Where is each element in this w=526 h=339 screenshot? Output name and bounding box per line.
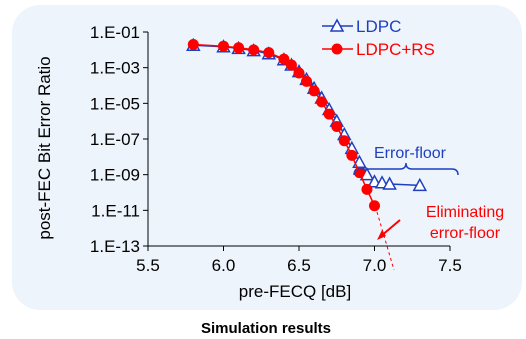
- y-tick-label: 1.E-03: [90, 59, 140, 78]
- point-ldpc-rs: [187, 38, 199, 50]
- x-tick-label: 7.0: [363, 256, 387, 275]
- point-ldpc-rs: [369, 200, 380, 212]
- point-ldpc-rs: [301, 75, 313, 87]
- point-ldpc-rs: [346, 149, 358, 161]
- error-floor-brace: [353, 162, 459, 176]
- point-ldpc-rs: [293, 67, 305, 79]
- y-tick-label: 1.E-11: [91, 201, 140, 220]
- x-tick-label: 6.5: [287, 256, 311, 275]
- legend-marker-ldpc: [329, 18, 345, 32]
- point-ldpc-rs: [218, 40, 229, 52]
- point-ldpc-rs: [323, 108, 335, 120]
- series-ldpc-rs: [187, 38, 380, 212]
- y-tick-label: 1.E-01: [90, 23, 140, 42]
- y-tick-label: 1.E-07: [90, 130, 140, 149]
- point-ldpc: [412, 177, 428, 192]
- y-axis-label: post-FEC Bit Error Ratio: [35, 56, 54, 239]
- point-ldpc-rs: [263, 47, 275, 59]
- x-tick-label: 6.0: [212, 256, 236, 275]
- error-floor-label: Error-floor: [374, 145, 447, 162]
- chart-background: [12, 5, 522, 310]
- x-tick-label: 7.5: [438, 256, 462, 275]
- point-ldpc-rs: [285, 59, 297, 71]
- legend-item-ldpc-rs: LDPC+RS: [322, 40, 435, 59]
- point-ldpc-rs: [338, 135, 350, 147]
- point-ldpc-rs: [248, 44, 260, 56]
- point-ldpc-rs: [361, 183, 373, 195]
- eliminating-label-line1: Eliminating: [426, 204, 504, 221]
- eliminating-arrow-head: [377, 230, 386, 240]
- legend-marker-ldpc-rs: [331, 43, 343, 55]
- point-ldpc-rs: [278, 53, 290, 65]
- plot-area: [186, 37, 428, 212]
- legend-label-ldpc-rs: LDPC+RS: [356, 40, 435, 59]
- x-tick-label: 5.5: [136, 256, 160, 275]
- x-axis-label: pre-FECQ [dB]: [239, 282, 351, 301]
- extrapolation-line: [376, 211, 395, 271]
- y-tick-label: 1.E-05: [90, 94, 140, 113]
- legend-item-ldpc: LDPC: [322, 17, 401, 36]
- eliminating-label-line2: error-floor: [430, 225, 501, 242]
- legend: LDPC LDPC+RS: [322, 17, 435, 59]
- annotations: Error-floor Eliminating error-floor: [353, 145, 504, 271]
- point-ldpc-rs: [308, 85, 320, 97]
- legend-label-ldpc: LDPC: [356, 17, 401, 36]
- point-ldpc-rs: [233, 42, 245, 54]
- point-ldpc: [382, 176, 397, 190]
- point-ldpc-rs: [316, 96, 328, 108]
- y-tick-label: 1.E-13: [90, 237, 140, 256]
- figure-caption: Simulation results: [201, 320, 331, 337]
- y-tick-label: 1.E-09: [90, 166, 140, 185]
- point-ldpc-rs: [331, 121, 343, 133]
- tick-labels: 1.E-01 1.E-03 1.E-05 1.E-07 1.E-09 1.E-11 1.E-…: [90, 23, 462, 275]
